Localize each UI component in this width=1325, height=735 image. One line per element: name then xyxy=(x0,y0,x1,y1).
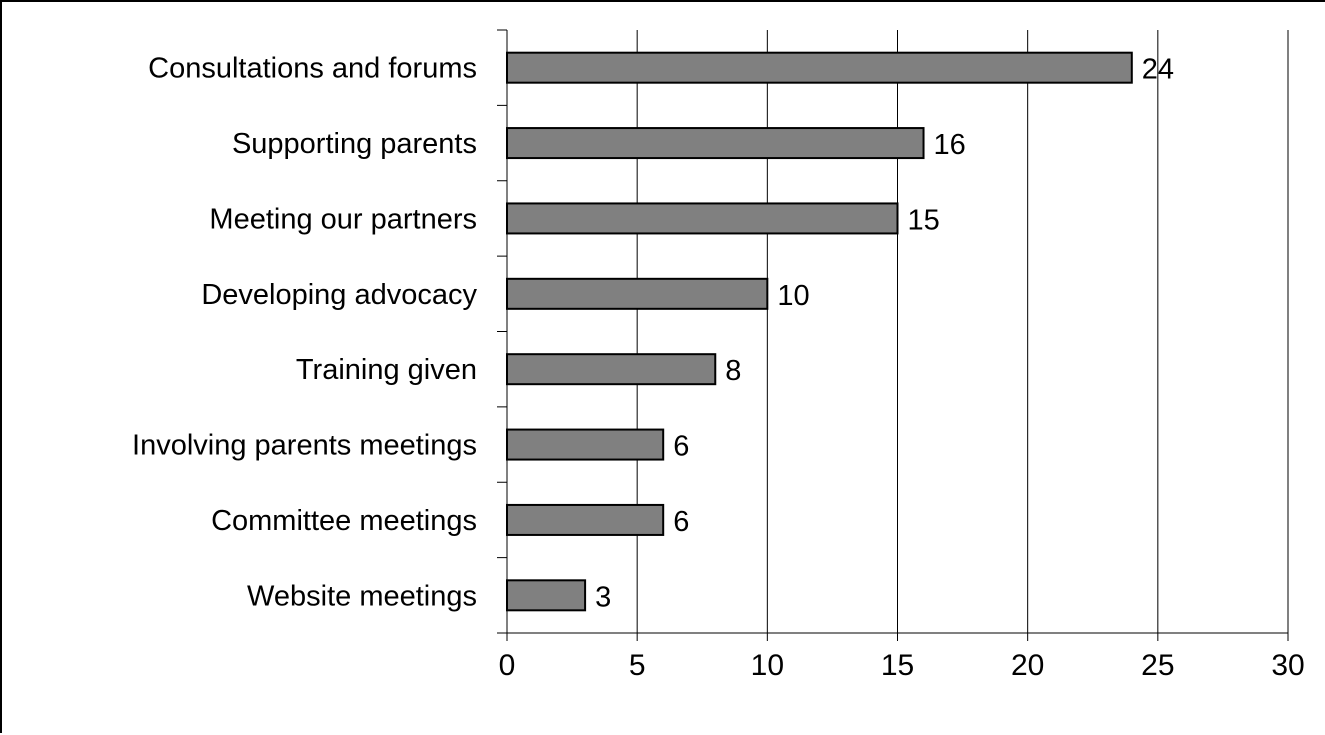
data-label: 6 xyxy=(673,506,689,538)
plot-area: Consultations and forums Supporting paren… xyxy=(132,29,1305,682)
category-label: Involving parents meetings xyxy=(132,430,477,462)
x-tick-labels: 0 5 10 15 20 25 30 xyxy=(499,649,1305,682)
x-tick-label: 25 xyxy=(1141,649,1174,682)
axes xyxy=(497,29,1289,641)
x-tick-label: 30 xyxy=(1271,649,1304,682)
bar xyxy=(506,503,665,536)
bar xyxy=(506,202,899,235)
data-labels: 24 16 15 10 8 6 6 3 xyxy=(595,54,1174,614)
data-label: 10 xyxy=(777,280,809,312)
data-label: 3 xyxy=(595,581,611,613)
x-tick-label: 0 xyxy=(499,649,516,682)
bars xyxy=(506,51,1133,612)
data-label: 8 xyxy=(725,355,741,387)
data-label: 6 xyxy=(673,431,689,463)
bar xyxy=(506,277,769,310)
category-label: Committee meetings xyxy=(211,505,477,537)
category-label: Supporting parents xyxy=(232,128,477,160)
category-label: Website meetings xyxy=(247,580,477,612)
data-label: 15 xyxy=(908,204,940,236)
x-tick-label: 20 xyxy=(1011,649,1044,682)
category-labels: Consultations and forums Supporting paren… xyxy=(132,53,477,613)
bar xyxy=(506,579,587,612)
category-label: Consultations and forums xyxy=(148,53,477,85)
data-label: 16 xyxy=(934,129,966,161)
data-label: 24 xyxy=(1142,54,1174,86)
category-label: Meeting our partners xyxy=(209,203,477,235)
bar xyxy=(506,353,717,386)
x-tick-label: 5 xyxy=(629,649,646,682)
bar xyxy=(506,428,665,461)
x-tick-label: 15 xyxy=(881,649,914,682)
x-tick-label: 10 xyxy=(751,649,784,682)
category-label: Developing advocacy xyxy=(201,279,477,311)
bar xyxy=(506,127,925,160)
bar xyxy=(506,51,1133,84)
category-label: Training given xyxy=(296,354,477,386)
